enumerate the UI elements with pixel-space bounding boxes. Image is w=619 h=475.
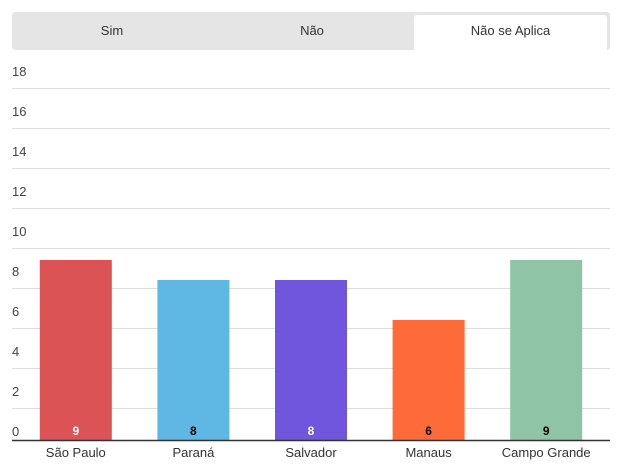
y-tick-label: 0 (12, 424, 19, 439)
y-tick-label: 14 (12, 144, 26, 159)
y-tick-label: 18 (12, 64, 26, 79)
tab-sim[interactable]: Sim (100, 23, 124, 38)
data-label: 6 (425, 424, 432, 438)
data-label: 9 (72, 424, 79, 438)
x-tick-label: Paraná (172, 445, 215, 460)
y-tick-label: 6 (12, 304, 19, 319)
y-tick-label: 4 (12, 344, 19, 359)
y-tick-label: 10 (12, 224, 26, 239)
bar (275, 280, 347, 440)
x-tick-label: Salvador (285, 445, 337, 460)
data-label: 8 (190, 424, 197, 438)
x-tick-label: Campo Grande (502, 445, 591, 460)
tab-nao-se-aplica[interactable]: Não se Aplica (414, 15, 607, 50)
tab-bar: Sim Não Não se Aplica (12, 12, 610, 50)
tab-nao[interactable]: Não (300, 23, 324, 38)
x-tick-label: São Paulo (46, 445, 106, 460)
y-tick-label: 16 (12, 104, 26, 119)
bar (510, 260, 583, 440)
data-label: 8 (308, 424, 315, 438)
data-label: 9 (543, 424, 550, 438)
bar (157, 280, 230, 440)
y-tick-label: 2 (12, 384, 19, 399)
y-tick-label: 8 (12, 264, 19, 279)
y-tick-label: 12 (12, 184, 26, 199)
bar (39, 260, 112, 440)
x-tick-label: Manaus (405, 445, 452, 460)
bar (392, 320, 465, 440)
